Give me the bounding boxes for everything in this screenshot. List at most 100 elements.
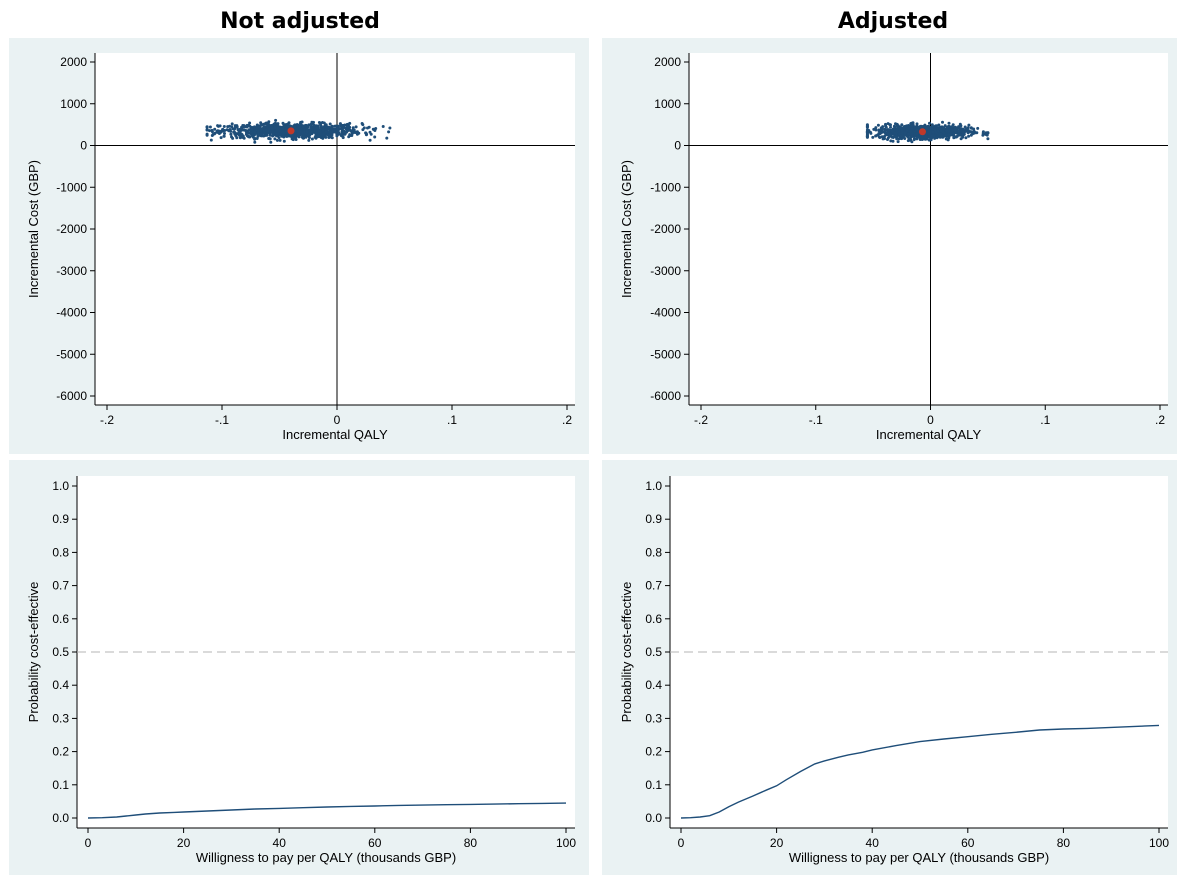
x-tick-label: 100 <box>556 836 576 850</box>
bootstrap-point <box>298 125 301 129</box>
bootstrap-point <box>248 131 251 135</box>
bootstrap-point <box>385 136 389 140</box>
y-tick-label: 0.6 <box>52 612 69 626</box>
bootstrap-point <box>867 129 871 132</box>
bootstrap-point <box>348 121 352 125</box>
bootstrap-point <box>357 131 361 135</box>
bootstrap-point <box>951 128 954 132</box>
x-axis-label: Incremental QALY <box>282 427 388 442</box>
chart-panels: 200010000-1000-2000-3000-4000-5000-6000-… <box>9 38 1177 875</box>
bootstrap-point <box>969 130 973 134</box>
bootstrap-point <box>959 124 963 128</box>
bootstrap-point <box>253 140 257 144</box>
bootstrap-point <box>909 129 913 133</box>
bootstrap-point <box>896 140 900 144</box>
bootstrap-point <box>876 123 880 127</box>
y-tick-label: -6000 <box>56 389 87 403</box>
bootstrap-point <box>345 130 349 134</box>
bootstrap-point <box>913 135 916 139</box>
point-estimate <box>918 128 926 136</box>
bootstrap-point <box>297 132 300 136</box>
bootstrap-point <box>238 136 242 140</box>
x-axis-label: Willigness to pay per QALY (thousands GB… <box>789 850 1049 865</box>
x-tick-label: .2 <box>1155 413 1165 427</box>
bootstrap-point <box>350 131 354 135</box>
y-tick-label: 0 <box>674 139 681 153</box>
bootstrap-point <box>275 138 279 142</box>
bootstrap-point <box>941 120 944 124</box>
bootstrap-point <box>248 121 252 125</box>
bootstrap-point <box>343 132 347 136</box>
bootstrap-point <box>262 125 266 129</box>
bootstrap-point <box>216 124 220 128</box>
bootstrap-point <box>986 131 990 135</box>
bootstrap-point <box>964 136 968 140</box>
bootstrap-point <box>928 127 932 131</box>
bootstrap-point <box>294 138 298 141</box>
bootstrap-point <box>906 139 910 143</box>
bootstrap-point <box>939 132 943 136</box>
bootstrap-point <box>250 128 254 131</box>
y-tick-label: 0.5 <box>52 645 69 659</box>
chart-ce-plane-not-adjusted: 200010000-1000-2000-3000-4000-5000-6000-… <box>9 38 589 454</box>
bootstrap-point <box>337 132 341 136</box>
bootstrap-point <box>930 136 934 140</box>
bootstrap-point <box>321 128 325 132</box>
bootstrap-point <box>865 125 869 129</box>
bootstrap-point <box>919 124 923 128</box>
chart-ceac-not-adjusted: 1.0 0.9 0.8 0.7 0.6 0.5 0.4 0.3 0.2 0.1 0.0 0 20 40 60… <box>9 460 589 875</box>
x-tick-label: .1 <box>447 413 457 427</box>
bootstrap-point <box>879 131 883 135</box>
bootstrap-point <box>343 123 347 127</box>
bootstrap-point <box>298 128 302 132</box>
bootstrap-point <box>238 127 242 131</box>
bootstrap-point <box>252 125 256 129</box>
bootstrap-point <box>282 131 286 134</box>
bootstrap-point <box>255 123 259 127</box>
bootstrap-point <box>937 123 941 127</box>
bootstrap-point <box>924 137 927 141</box>
bootstrap-point <box>950 125 953 129</box>
x-axis-label: Willigness to pay per QALY (thousands GB… <box>196 850 456 865</box>
bootstrap-point <box>230 122 234 126</box>
bootstrap-point <box>221 127 225 131</box>
bootstrap-point <box>208 125 212 129</box>
bootstrap-point <box>282 123 286 126</box>
bootstrap-point <box>222 125 226 128</box>
y-tick-label: 0.2 <box>52 745 69 759</box>
bootstrap-point <box>944 137 948 141</box>
bootstrap-point <box>906 135 910 139</box>
bootstrap-point <box>271 132 275 136</box>
bootstrap-point <box>307 138 311 142</box>
bootstrap-point <box>877 129 881 133</box>
bootstrap-point <box>205 128 209 131</box>
bootstrap-point <box>304 135 308 139</box>
x-tick-label: 20 <box>770 836 784 850</box>
y-tick-label: -6000 <box>650 389 681 403</box>
bootstrap-point <box>364 133 368 137</box>
bootstrap-point <box>301 136 305 140</box>
bootstrap-point <box>293 123 297 127</box>
bootstrap-point <box>213 131 217 135</box>
bootstrap-point <box>893 131 897 135</box>
bootstrap-point <box>319 122 323 126</box>
bootstrap-point <box>900 129 904 132</box>
bootstrap-point <box>330 136 334 140</box>
ceac-line <box>87 802 567 819</box>
y-tick-label: 0.5 <box>645 645 662 659</box>
x-tick-label: 40 <box>866 836 880 850</box>
bootstrap-point <box>336 130 339 134</box>
bootstrap-point <box>933 128 937 132</box>
bootstrap-point <box>271 134 275 138</box>
y-tick-label: 0.1 <box>52 778 69 792</box>
bootstrap-point <box>891 139 895 143</box>
y-tick-label: 0.1 <box>645 778 662 792</box>
bootstrap-point <box>350 129 354 133</box>
y-tick-label: 0.7 <box>645 579 662 593</box>
bootstrap-point <box>227 129 231 133</box>
bootstrap-cloud <box>205 118 392 144</box>
bootstrap-point <box>266 130 270 133</box>
bootstrap-point <box>253 132 257 136</box>
bootstrap-point <box>953 135 956 139</box>
chart-ce-plane-adjusted: 200010000-1000-2000-3000-4000-5000-6000-… <box>602 38 1177 454</box>
